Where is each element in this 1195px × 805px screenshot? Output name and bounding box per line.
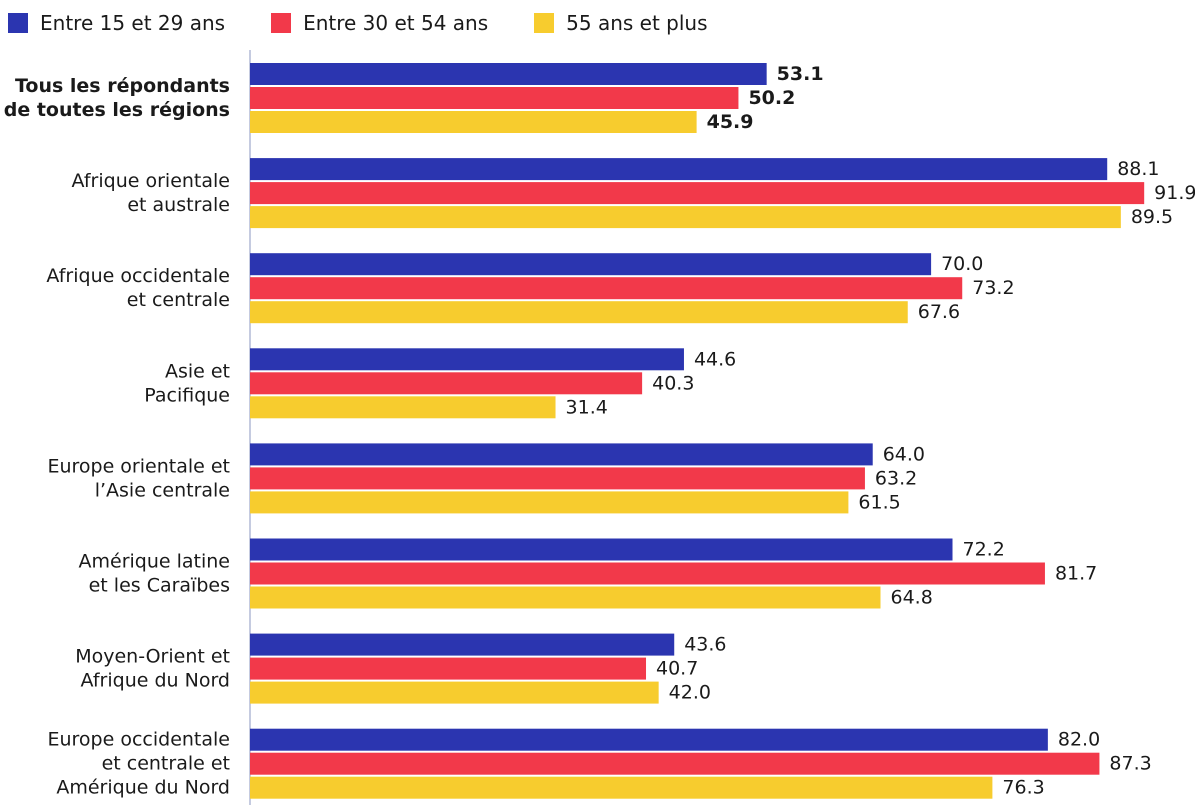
- legend: Entre 15 et 29 ans Entre 30 et 54 ans 55…: [8, 8, 754, 38]
- legend-item-series-2: Entre 30 et 54 ans: [271, 11, 488, 35]
- category-label-8: Europe occidentale et centrale et Amérique…: [47, 729, 230, 799]
- value-label-6-series-2: 81.7: [1055, 563, 1097, 585]
- bar-2-series-2: [250, 182, 1145, 205]
- category-label-2: Afrique orientale et australe: [72, 170, 230, 216]
- value-label-8-series-1: 82.0: [1058, 729, 1100, 751]
- category-label-7: Moyen-Orient et Afrique du Nord: [75, 646, 230, 692]
- legend-swatch-series-2: [271, 13, 292, 33]
- value-label-6-series-3: 64.8: [891, 587, 933, 609]
- bar-1-series-1: [250, 63, 767, 85]
- category-label-2-line-2: et australe: [127, 194, 230, 216]
- category-label-1-line-2: de toutes les régions: [4, 99, 230, 121]
- bar-1-series-2: [250, 87, 739, 109]
- category-label-3-line-1: Afrique occidentale: [46, 265, 230, 287]
- value-label-2-series-1: 88.1: [1117, 158, 1159, 180]
- value-label-8-series-3: 76.3: [1002, 777, 1044, 799]
- category-label-3-line-2: et centrale: [127, 289, 230, 311]
- legend-label-series-3: 55 ans et plus: [566, 11, 708, 35]
- value-label-3-series-2: 73.2: [972, 277, 1014, 299]
- bar-5-series-3: [250, 491, 849, 514]
- category-label-4: Asie et Pacifique: [144, 360, 230, 406]
- bar-5-series-2: [250, 467, 865, 490]
- legend-label-series-1: Entre 15 et 29 ans: [40, 11, 226, 35]
- bar-8-series-2: [250, 752, 1100, 775]
- category-label-2-line-1: Afrique orientale: [72, 170, 230, 192]
- category-label-8-line-1: Europe occidentale: [47, 729, 230, 751]
- category-label-4-line-2: Pacifique: [144, 384, 230, 406]
- value-label-5-series-3: 61.5: [858, 491, 900, 513]
- bar-6-series-1: [250, 538, 953, 561]
- legend-swatch-series-3: [534, 13, 555, 33]
- category-label-6-line-2: et les Caraïbes: [89, 575, 230, 597]
- bar-7-series-3: [250, 681, 659, 704]
- value-label-4-series-1: 44.6: [694, 348, 736, 370]
- value-label-7-series-2: 40.7: [656, 658, 698, 680]
- value-label-5-series-2: 63.2: [875, 467, 917, 489]
- value-label-2-series-3: 89.5: [1131, 206, 1173, 228]
- category-label-8-line-3: Amérique du Nord: [56, 777, 230, 799]
- category-label-4-line-1: Asie et: [165, 360, 230, 382]
- value-label-1-series-2: 50.2: [748, 87, 795, 109]
- bar-6-series-3: [250, 586, 881, 609]
- category-label-8-line-2: et centrale et: [102, 753, 230, 775]
- bar-8-series-3: [250, 776, 993, 799]
- legend-swatch-series-1: [8, 13, 28, 33]
- category-label-5: Europe orientale et l’Asie centrale: [47, 455, 230, 501]
- category-label-5-line-1: Europe orientale et: [47, 455, 230, 477]
- value-label-8-series-2: 87.3: [1109, 753, 1151, 775]
- bar-3-series-3: [250, 301, 908, 324]
- bar-2-series-3: [250, 206, 1121, 229]
- value-label-4-series-3: 31.4: [566, 396, 608, 418]
- bar-2-series-1: [250, 158, 1108, 181]
- legend-item-series-1: Entre 15 et 29 ans: [8, 11, 225, 35]
- value-label-1-series-3: 45.9: [707, 111, 754, 133]
- bar-6-series-2: [250, 562, 1045, 585]
- category-label-7-line-1: Moyen-Orient et: [75, 646, 230, 668]
- value-label-7-series-3: 42.0: [669, 682, 711, 704]
- bar-1-series-3: [250, 111, 697, 133]
- bar-5-series-1: [250, 443, 873, 466]
- bar-4-series-1: [250, 348, 684, 371]
- bar-3-series-1: [250, 253, 932, 276]
- value-label-7-series-1: 43.6: [684, 634, 726, 656]
- category-label-7-line-2: Afrique du Nord: [81, 670, 230, 692]
- value-label-3-series-1: 70.0: [941, 253, 983, 275]
- bar-4-series-3: [250, 396, 556, 419]
- bar-7-series-2: [250, 657, 647, 680]
- bar-7-series-1: [250, 633, 675, 656]
- category-label-1: Tous les répondants de toutes les régions: [4, 75, 230, 121]
- category-label-3: Afrique occidentale et centrale: [46, 265, 230, 311]
- bar-8-series-1: [250, 728, 1048, 751]
- value-label-6-series-1: 72.2: [963, 539, 1005, 561]
- value-label-3-series-3: 67.6: [918, 301, 960, 323]
- category-label-1-line-1: Tous les répondants: [15, 75, 230, 97]
- category-label-6: Amérique latine et les Caraïbes: [79, 551, 231, 597]
- bar-4-series-2: [250, 372, 643, 395]
- legend-item-series-3: 55 ans et plus: [534, 11, 708, 35]
- value-label-1-series-1: 53.1: [777, 63, 824, 85]
- value-label-5-series-1: 64.0: [883, 443, 925, 465]
- category-labels-group: Tous les répondants de toutes les régions…: [4, 75, 230, 799]
- category-label-5-line-2: l’Asie centrale: [95, 479, 230, 501]
- value-label-2-series-2: 91.9: [1154, 182, 1195, 204]
- legend-label-series-2: Entre 30 et 54 ans: [303, 11, 489, 35]
- bars-group: 53.150.245.9 88.191.989.5 70.073.2 67.6 44.6…: [250, 63, 1195, 799]
- value-label-4-series-2: 40.3: [652, 372, 694, 394]
- bar-3-series-2: [250, 277, 963, 300]
- category-label-6-line-1: Amérique latine: [79, 551, 231, 573]
